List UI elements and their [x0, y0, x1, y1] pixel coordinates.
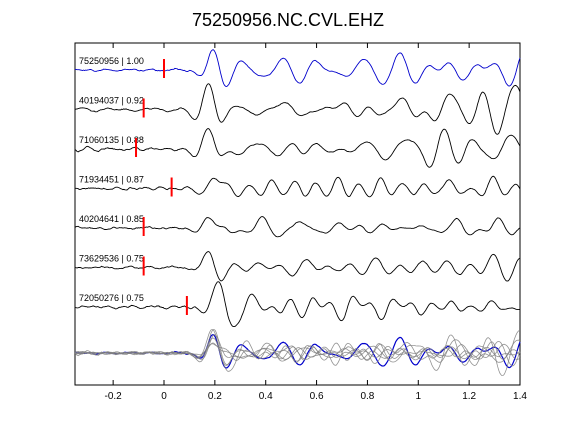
x-tick-label: 1.4 [513, 391, 527, 402]
trace-label: 72050276 | 0.75 [79, 293, 144, 303]
x-tick-label: 0.8 [360, 391, 374, 402]
trace-line [75, 175, 521, 198]
stack-trace [74, 341, 521, 361]
stack-layer [74, 329, 521, 377]
trace-line [74, 128, 521, 168]
x-tick-label: 0.6 [310, 391, 324, 402]
x-tick-label: 0 [161, 391, 167, 402]
x-tick-label: 0.4 [259, 391, 273, 402]
trace-label: 40194037 | 0.92 [79, 96, 144, 106]
x-tick-label: -0.2 [105, 391, 123, 402]
trace-line [74, 49, 521, 87]
trace-line [74, 281, 520, 328]
x-tick-label: 0.2 [208, 391, 222, 402]
plot-frame [74, 42, 521, 386]
x-axis: -0.2 0 0.2 0.4 0.6 0.8 1 1.2 1.4 [105, 43, 527, 402]
stack-trace [74, 329, 521, 372]
x-tick-label: 1 [416, 391, 422, 402]
trace-line [74, 216, 521, 238]
trace-line [75, 251, 521, 282]
trace-line [74, 83, 521, 135]
chart-title: 75250956.NC.CVL.EHZ [192, 10, 384, 30]
trace-label: 73629536 | 0.75 [79, 254, 144, 264]
picks-layer [135, 59, 188, 315]
trace-labels-layer: 75250956 | 1.00 40194037 | 0.92 71060135 |… [79, 56, 144, 303]
stack-trace [74, 342, 521, 362]
trace-label: 71060135 | 0.88 [79, 135, 144, 145]
trace-label: 75250956 | 1.00 [79, 56, 144, 66]
trace-label: 40204641 | 0.85 [79, 214, 144, 224]
trace-label: 71934451 | 0.87 [79, 175, 144, 185]
traces-layer [74, 49, 521, 328]
x-tick-label: 1.2 [462, 391, 476, 402]
